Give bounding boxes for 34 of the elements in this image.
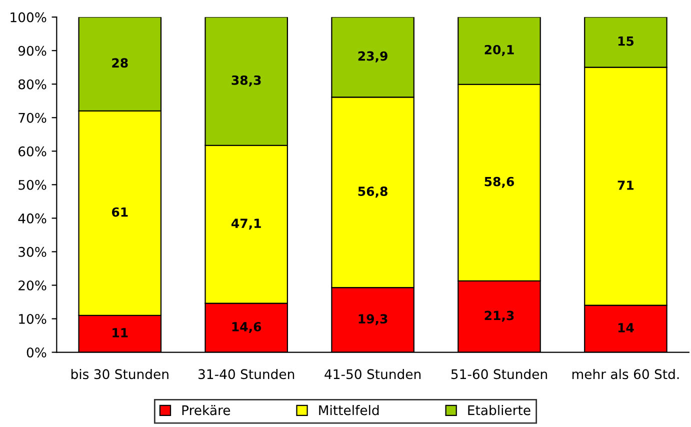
y-tick-label: 80% [18, 79, 46, 90]
data-label: 14,6 [232, 322, 262, 334]
legend-label: Prekäre [182, 404, 230, 416]
data-label: 14 [618, 323, 634, 332]
data-label: 21,3 [484, 310, 514, 322]
y-tick-label: 10% [19, 314, 46, 324]
x-tick-label: 51-60 Stunden [451, 368, 547, 380]
y-tick-label: 50% [18, 180, 46, 190]
data-label: 11 [112, 328, 128, 338]
data-label: 19,3 [358, 314, 388, 326]
y-tick-label: 90% [18, 46, 46, 56]
data-label: 71 [618, 180, 634, 190]
y-tick-label: 0% [26, 347, 46, 358]
data-label: 38,3 [232, 75, 261, 86]
y-tick-label: 70% [18, 112, 46, 123]
data-label: 61 [112, 207, 128, 217]
y-tick-label: 100% [10, 12, 46, 22]
data-label: 58,6 [484, 176, 514, 188]
data-label: 23,9 [358, 51, 388, 62]
data-label: 47,1 [231, 218, 261, 230]
data-label: 56,8 [358, 186, 388, 198]
x-tick-label: 31-40 Stunden [198, 368, 294, 380]
data-label: 15 [618, 36, 634, 46]
legend-label: Mittelfeld [319, 404, 379, 416]
y-tick-label: 40% [18, 213, 46, 224]
legend-label: Etablierte [468, 404, 530, 416]
y-tick-label: 20% [18, 280, 46, 290]
x-tick-label: 41-50 Stunden [324, 368, 421, 380]
y-tick-label: 60% [18, 146, 46, 156]
data-label: 28 [112, 58, 128, 68]
data-label: 20,1 [484, 44, 514, 56]
x-tick-label: bis 30 Stunden [71, 368, 168, 380]
x-tick-label: mehr als 60 Std. [572, 368, 679, 380]
y-tick-label: 30% [18, 246, 46, 257]
